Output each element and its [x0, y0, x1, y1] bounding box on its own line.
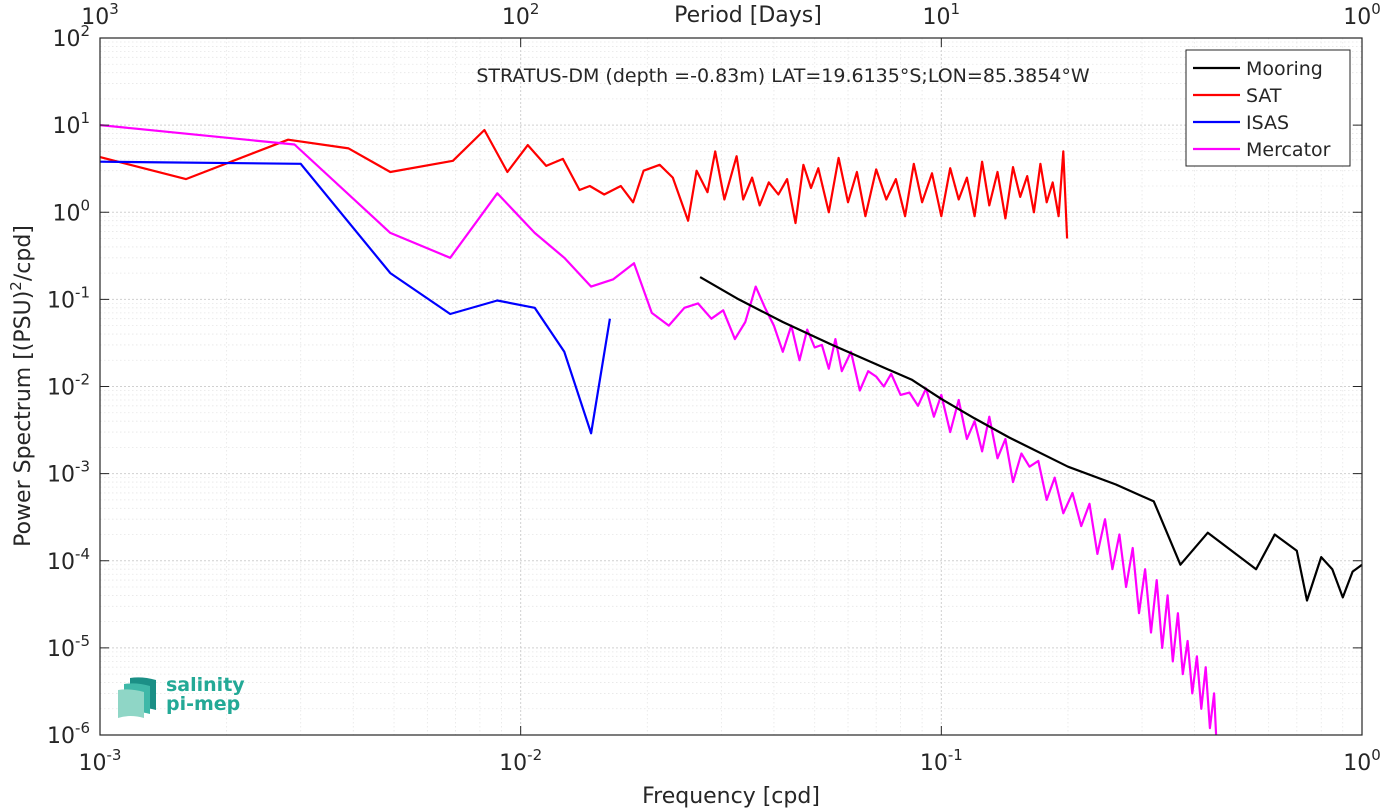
x-tick-label: 10-1 [920, 746, 963, 776]
logo-word-salinity: salinity [166, 674, 245, 696]
legend-box [1185, 49, 1351, 167]
y-tick-label: 100 [52, 196, 90, 226]
logo-word-pimep: pi-mep [166, 693, 241, 715]
y-tick-label: 102 [52, 22, 90, 52]
x-tick-label: 10-3 [79, 746, 122, 776]
legend-label-sat: SAT [1246, 85, 1282, 107]
chart-title: STRATUS-DM (depth =-0.83m) LAT=19.6135°S… [476, 65, 1090, 87]
series-isas-line [99, 160, 611, 435]
x-axis-label: Frequency [cpd] [642, 784, 820, 809]
series-layer [99, 124, 1363, 736]
y-tick-label: 10-3 [47, 458, 90, 488]
legend: Mooring SAT ISAS Mercator [1185, 49, 1351, 167]
y-tick-label: 10-5 [47, 632, 90, 662]
y-tick-label: 101 [52, 109, 90, 139]
legend-label-mercator: Mercator [1246, 139, 1331, 161]
series-sat-line [99, 128, 1069, 239]
series-mooring-line [699, 276, 1363, 602]
series-mercator-line [99, 124, 1218, 736]
x-tick-label: 100 [1343, 746, 1381, 776]
top-tick-label: 102 [502, 0, 540, 30]
x-tick-label: 10-2 [499, 746, 542, 776]
axis-ticks [99, 37, 1363, 736]
legend-label-mooring: Mooring [1246, 58, 1323, 80]
top-tick-label: 100 [1343, 0, 1381, 30]
salinity-pimep-logo: salinity pi-mep [116, 672, 246, 722]
top-tick-label: 101 [923, 0, 961, 30]
y-tick-label: 10-2 [47, 371, 90, 401]
y-tick-label: 10-4 [47, 545, 90, 575]
waves-icon [118, 677, 156, 718]
y-tick-label: 10-6 [47, 719, 90, 749]
y-tick-label: 10-1 [47, 283, 90, 313]
top-axis-label: Period [Days] [674, 3, 822, 28]
legend-label-isas: ISAS [1246, 112, 1289, 134]
y-axis-label: Power Spectrum [(PSU)2/cpd] [7, 225, 36, 547]
top-tick-label: 103 [81, 0, 119, 30]
